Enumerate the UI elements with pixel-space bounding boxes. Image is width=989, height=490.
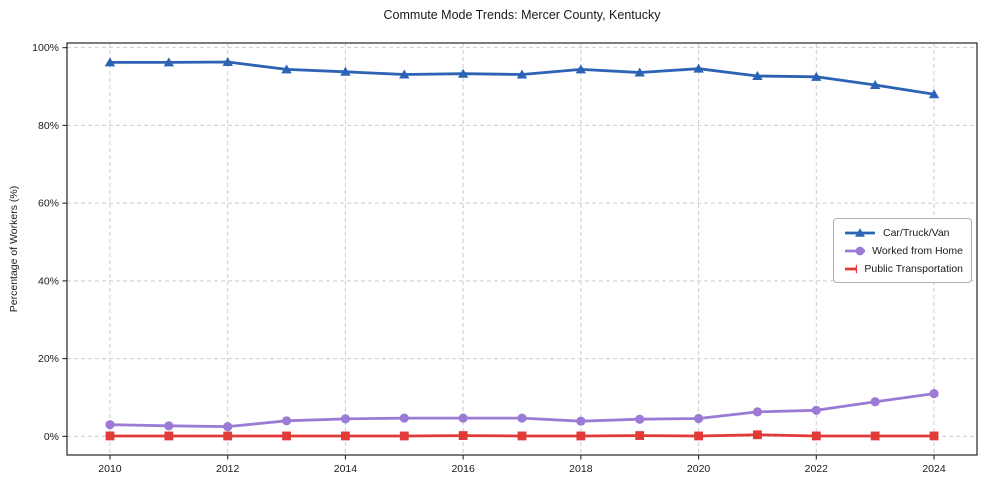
- data-point-marker: [399, 413, 409, 423]
- data-point-marker: [635, 431, 645, 440]
- data-point-marker: [928, 89, 940, 99]
- legend-label: Public Transportation: [864, 262, 963, 275]
- series-car-truck-van: [104, 57, 940, 99]
- data-point-marker: [575, 64, 587, 74]
- data-point-marker: [281, 64, 292, 74]
- data-point-marker: [457, 68, 469, 78]
- legend-item-worked-from-home: Worked from Home: [844, 244, 963, 257]
- plot-border: [66, 42, 978, 456]
- data-point-marker: [105, 431, 115, 441]
- legend-label: Car/Truck/Van: [883, 226, 950, 239]
- data-point-marker: [223, 422, 233, 432]
- data-point-marker: [223, 431, 233, 441]
- data-point-marker: [458, 413, 468, 423]
- data-point-marker: [222, 57, 233, 67]
- data-point-marker: [164, 431, 174, 441]
- data-point-marker: [855, 246, 865, 255]
- y-tick-label: 100%: [32, 42, 59, 54]
- x-tick-label: 2012: [216, 463, 240, 475]
- x-tick-label: 2014: [334, 463, 358, 475]
- legend-swatch-public-transportation-icon: [845, 264, 858, 273]
- y-tick-label: 80%: [38, 120, 59, 132]
- data-point-marker: [517, 413, 527, 423]
- data-point-marker: [694, 431, 703, 441]
- legend: Car/Truck/Van Worked from Home Public Tran…: [833, 218, 972, 283]
- data-point-marker: [163, 57, 175, 67]
- data-point-marker: [855, 227, 865, 237]
- data-point-marker: [929, 388, 939, 399]
- data-point-marker: [752, 71, 763, 81]
- data-point-marker: [340, 66, 351, 76]
- legend-item-car-truck-van: Car/Truck/Van: [844, 226, 963, 239]
- data-point-marker: [870, 397, 880, 407]
- data-point-marker: [576, 416, 586, 426]
- data-point-marker: [635, 414, 645, 424]
- data-point-marker: [929, 431, 939, 441]
- data-point-marker: [104, 57, 116, 67]
- data-point-marker: [693, 63, 704, 73]
- data-point-marker: [105, 420, 115, 430]
- chart-title: Commute Mode Trends: Mercer County, Kent…: [383, 8, 661, 22]
- data-point-marker: [693, 413, 704, 424]
- legend-label: Worked from Home: [872, 244, 963, 257]
- data-point-marker: [811, 71, 822, 81]
- data-point-marker: [399, 431, 409, 441]
- series-worked-from-home: [105, 388, 939, 432]
- x-tick-label: 2018: [569, 463, 593, 475]
- data-point-marker: [341, 431, 350, 441]
- data-point-marker: [340, 414, 351, 424]
- x-tick-label: 2022: [805, 463, 829, 475]
- data-point-marker: [753, 430, 762, 440]
- x-tick-label: 2010: [98, 463, 122, 475]
- data-point-marker: [869, 79, 881, 89]
- data-point-marker: [870, 431, 880, 441]
- y-tick-label: 0%: [44, 431, 59, 443]
- series-public-transportation: [105, 430, 939, 441]
- data-point-marker: [164, 421, 174, 431]
- data-point-marker: [811, 405, 821, 415]
- data-point-marker: [281, 416, 292, 426]
- data-point-marker: [282, 431, 291, 441]
- y-tick-label: 20%: [38, 353, 59, 365]
- data-point-marker: [517, 431, 527, 441]
- data-point-marker: [516, 69, 528, 79]
- y-tick-label: 40%: [38, 275, 59, 287]
- x-tick-label: 2016: [451, 463, 475, 475]
- data-point-marker: [399, 69, 410, 79]
- legend-item-public-transportation: Public Transportation: [844, 262, 963, 275]
- legend-swatch-worked-from-home-icon: [845, 246, 866, 255]
- data-point-marker: [576, 431, 586, 441]
- data-point-marker: [855, 264, 858, 273]
- data-point-marker: [811, 431, 821, 441]
- y-tick-label: 60%: [38, 198, 59, 210]
- data-point-marker: [752, 407, 763, 417]
- data-point-marker: [458, 431, 468, 440]
- x-tick-label: 2024: [922, 463, 946, 475]
- legend-swatch-car-truck-van-icon: [845, 227, 875, 237]
- x-tick-label: 2020: [687, 463, 711, 475]
- data-point-marker: [634, 67, 645, 77]
